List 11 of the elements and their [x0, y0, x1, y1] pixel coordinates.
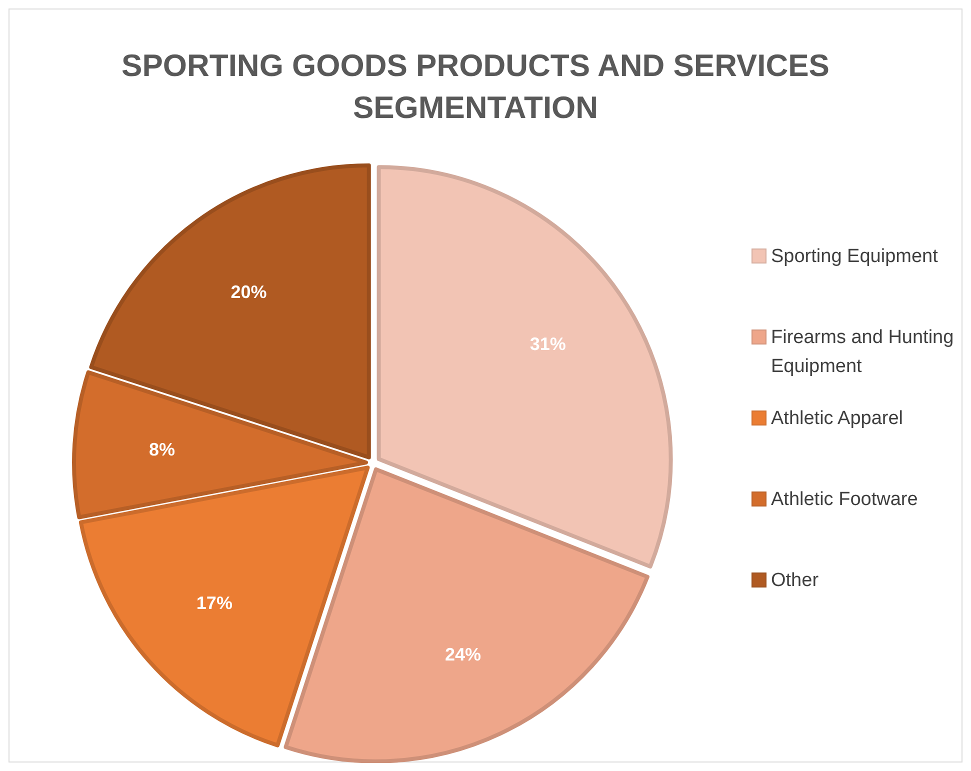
legend-label: Other [771, 570, 820, 590]
legend-label: Sporting Equipment [771, 246, 939, 266]
data-label: 17% [196, 592, 232, 613]
chart-title: SPORTING GOODS PRODUCTS AND SERVICES SEGMENTATION [122, 48, 830, 125]
data-label: 24% [444, 644, 482, 664]
legend-label: Athletic Footware [771, 488, 918, 510]
data-label: 20% [230, 282, 267, 302]
data-label: 31% [530, 334, 566, 354]
data-label: 8% [149, 440, 176, 460]
legend-label: Athletic Apparel [771, 408, 904, 428]
legend-label: Firearms and Hunting Equipment [771, 326, 954, 376]
